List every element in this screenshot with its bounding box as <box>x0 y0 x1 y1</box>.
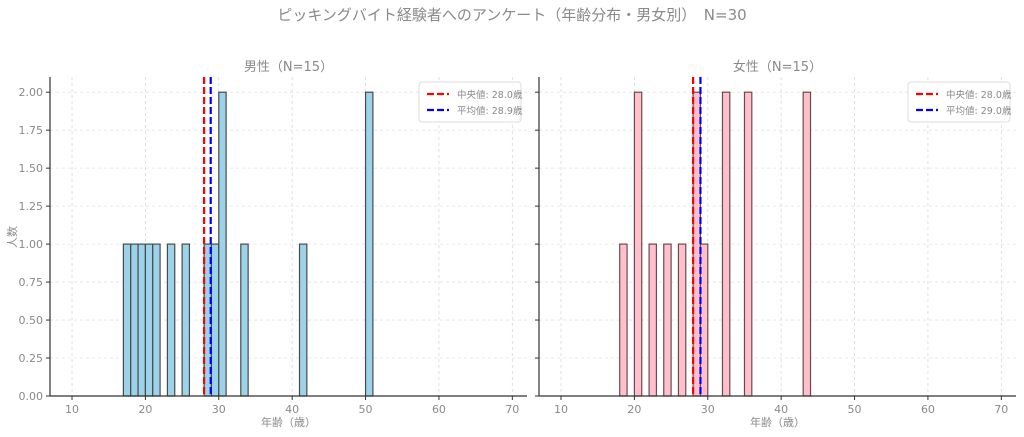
figure-title: ピッキングバイト経験者へのアンケート（年齢分布・男女別） N=30 <box>277 6 747 24</box>
histogram-bar <box>692 91 702 397</box>
histogram-bar <box>648 243 658 397</box>
histogram-bar <box>802 91 812 397</box>
x-tick-label: 10 <box>554 403 568 416</box>
x-tick-label: 30 <box>701 403 715 416</box>
y-tick-label: 0.50 <box>19 314 44 327</box>
histogram-bar <box>633 91 643 397</box>
chart-title: 女性（N=15） <box>733 59 822 75</box>
histogram-bar <box>663 243 672 397</box>
y-tick-label: 0.00 <box>19 390 44 403</box>
histogram-bar <box>743 91 753 397</box>
x-tick-label: 60 <box>432 403 446 416</box>
x-tick-label: 50 <box>359 403 373 416</box>
x-tick-label: 40 <box>285 403 299 416</box>
chart-title: 男性（N=15） <box>244 60 333 75</box>
legend-label: 平均値: 28.9歳 <box>457 105 523 117</box>
legend-label: 中央値: 28.0歳 <box>946 89 1012 101</box>
x-tick-label: 10 <box>65 403 79 416</box>
y-tick-label: 0.25 <box>19 352 44 365</box>
y-axis-label: 人数 <box>6 226 19 248</box>
x-tick-label: 20 <box>138 403 152 416</box>
legend-label: 平均値: 29.0歳 <box>946 105 1012 117</box>
chart-male: 10 20 30 40 50 60 70 0.00 0.25 0.50 0.75 1.00 1.25 1.… <box>6 60 527 429</box>
x-tick-label: 20 <box>627 403 641 416</box>
x-tick-label: 60 <box>921 403 935 416</box>
x-tick-label: 70 <box>994 403 1008 416</box>
histogram-bar <box>619 243 628 397</box>
y-tick-label: 1.00 <box>19 238 44 251</box>
y-tick-label: 0.75 <box>19 276 44 289</box>
x-axis-label: 年齢（歳） <box>261 415 316 429</box>
x-tick-label: 30 <box>212 403 226 416</box>
x-tick-label: 50 <box>848 403 862 416</box>
x-tick-label: 40 <box>774 403 788 416</box>
x-axis-label: 年齢（歳） <box>750 415 805 429</box>
legend-label: 中央値: 28.0歳 <box>457 89 523 101</box>
histogram-bar <box>699 243 709 397</box>
y-tick-label: 1.25 <box>19 200 44 213</box>
x-tick-label: 70 <box>505 403 519 416</box>
histogram-bar <box>677 243 687 397</box>
y-tick-label: 1.50 <box>19 162 44 175</box>
y-tick-label: 2.00 <box>19 86 44 99</box>
y-tick-label: 1.75 <box>19 124 44 137</box>
histogram-bar <box>721 91 731 397</box>
